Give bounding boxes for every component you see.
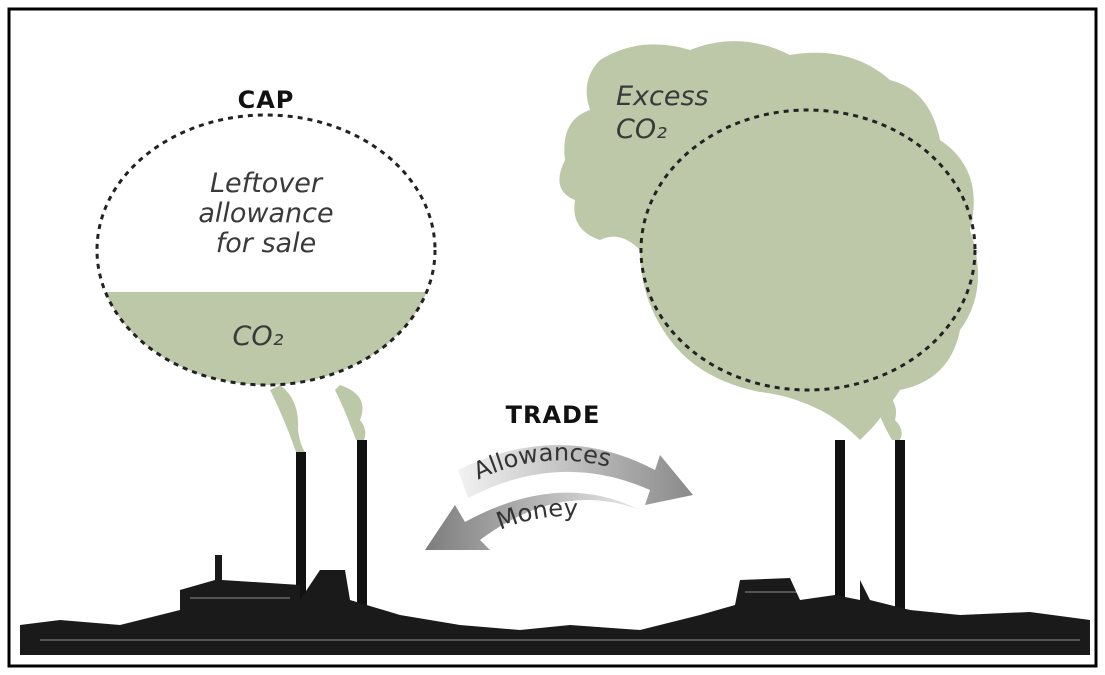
excess-label: CO₂: [616, 114, 667, 145]
excess-label: Excess: [616, 81, 709, 112]
label-line: Leftover: [210, 168, 324, 199]
cap-circle: [95, 113, 437, 387]
factory: [20, 555, 1090, 655]
smoke: [270, 385, 366, 452]
arrow-allowances: [458, 445, 693, 505]
co2-fill: [105, 292, 427, 385]
label-line: for sale: [216, 228, 316, 259]
excess-cloud: [559, 41, 978, 440]
co2-label: CO₂: [233, 321, 284, 352]
factory-detail: [40, 591, 1080, 641]
cap-circle: [639, 108, 977, 392]
smoke: [875, 390, 902, 440]
trade-title: TRADE: [506, 401, 601, 429]
arrow-money: [425, 492, 640, 550]
label-line: allowance: [198, 198, 333, 229]
cap-title: CAP: [238, 86, 295, 114]
smokestacks: [296, 440, 905, 632]
